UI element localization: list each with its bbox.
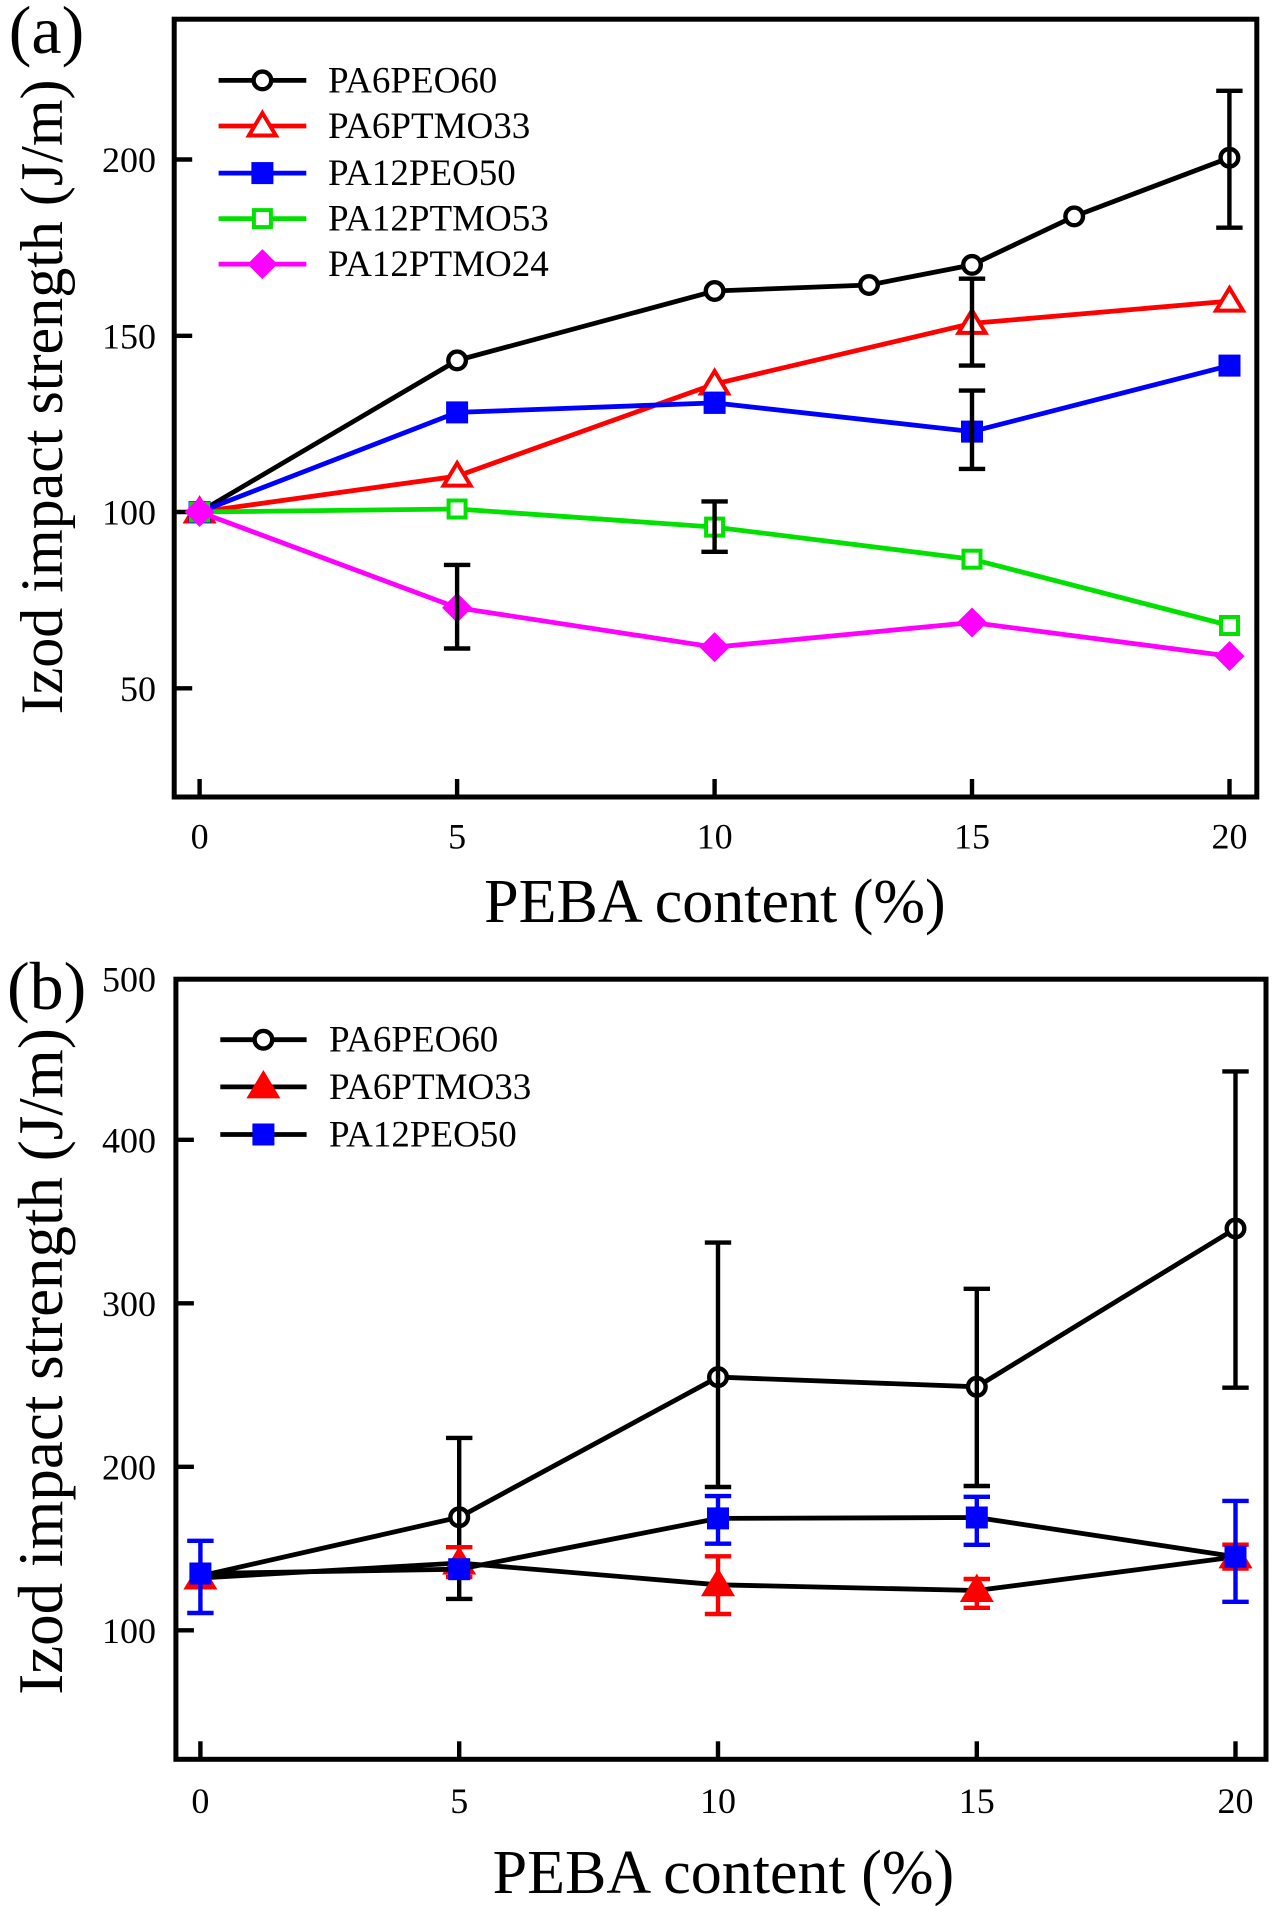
svg-text:10: 10 xyxy=(697,817,733,857)
svg-text:15: 15 xyxy=(959,1781,995,1821)
svg-text:100: 100 xyxy=(102,493,156,533)
svg-text:PEBA content (%): PEBA content (%) xyxy=(493,1839,955,1906)
svg-text:(b): (b) xyxy=(7,948,86,1024)
svg-text:200: 200 xyxy=(102,140,156,180)
svg-text:0: 0 xyxy=(191,817,209,857)
svg-text:PA6PEO60: PA6PEO60 xyxy=(328,60,497,101)
svg-text:20: 20 xyxy=(1212,817,1248,857)
svg-text:(a): (a) xyxy=(9,0,84,68)
svg-text:PA6PTMO33: PA6PTMO33 xyxy=(329,1067,531,1108)
svg-text:0: 0 xyxy=(191,1781,209,1821)
svg-text:PA12PTMO24: PA12PTMO24 xyxy=(328,244,549,285)
svg-text:20: 20 xyxy=(1218,1781,1254,1821)
svg-text:100: 100 xyxy=(102,1611,156,1651)
svg-text:Izod impact strength (J/m): Izod impact strength (J/m) xyxy=(9,79,75,714)
svg-text:15: 15 xyxy=(954,817,990,857)
svg-text:50: 50 xyxy=(120,669,156,709)
svg-text:500: 500 xyxy=(102,960,156,1000)
svg-text:10: 10 xyxy=(700,1781,736,1821)
svg-text:PA12PEO50: PA12PEO50 xyxy=(328,153,516,194)
svg-text:PA12PTMO53: PA12PTMO53 xyxy=(328,199,549,240)
svg-text:5: 5 xyxy=(450,1781,468,1821)
svg-text:PEBA content (%): PEBA content (%) xyxy=(484,868,946,936)
svg-text:Izod impact strength (J/m): Izod impact strength (J/m) xyxy=(6,1028,76,1695)
svg-text:300: 300 xyxy=(102,1284,156,1324)
svg-text:PA12PEO50: PA12PEO50 xyxy=(329,1115,517,1156)
svg-text:PA6PTMO33: PA6PTMO33 xyxy=(328,106,530,147)
svg-text:400: 400 xyxy=(102,1120,156,1160)
svg-text:5: 5 xyxy=(448,817,466,857)
svg-text:150: 150 xyxy=(102,316,156,356)
svg-text:PA6PEO60: PA6PEO60 xyxy=(329,1020,498,1061)
svg-text:200: 200 xyxy=(102,1447,156,1487)
